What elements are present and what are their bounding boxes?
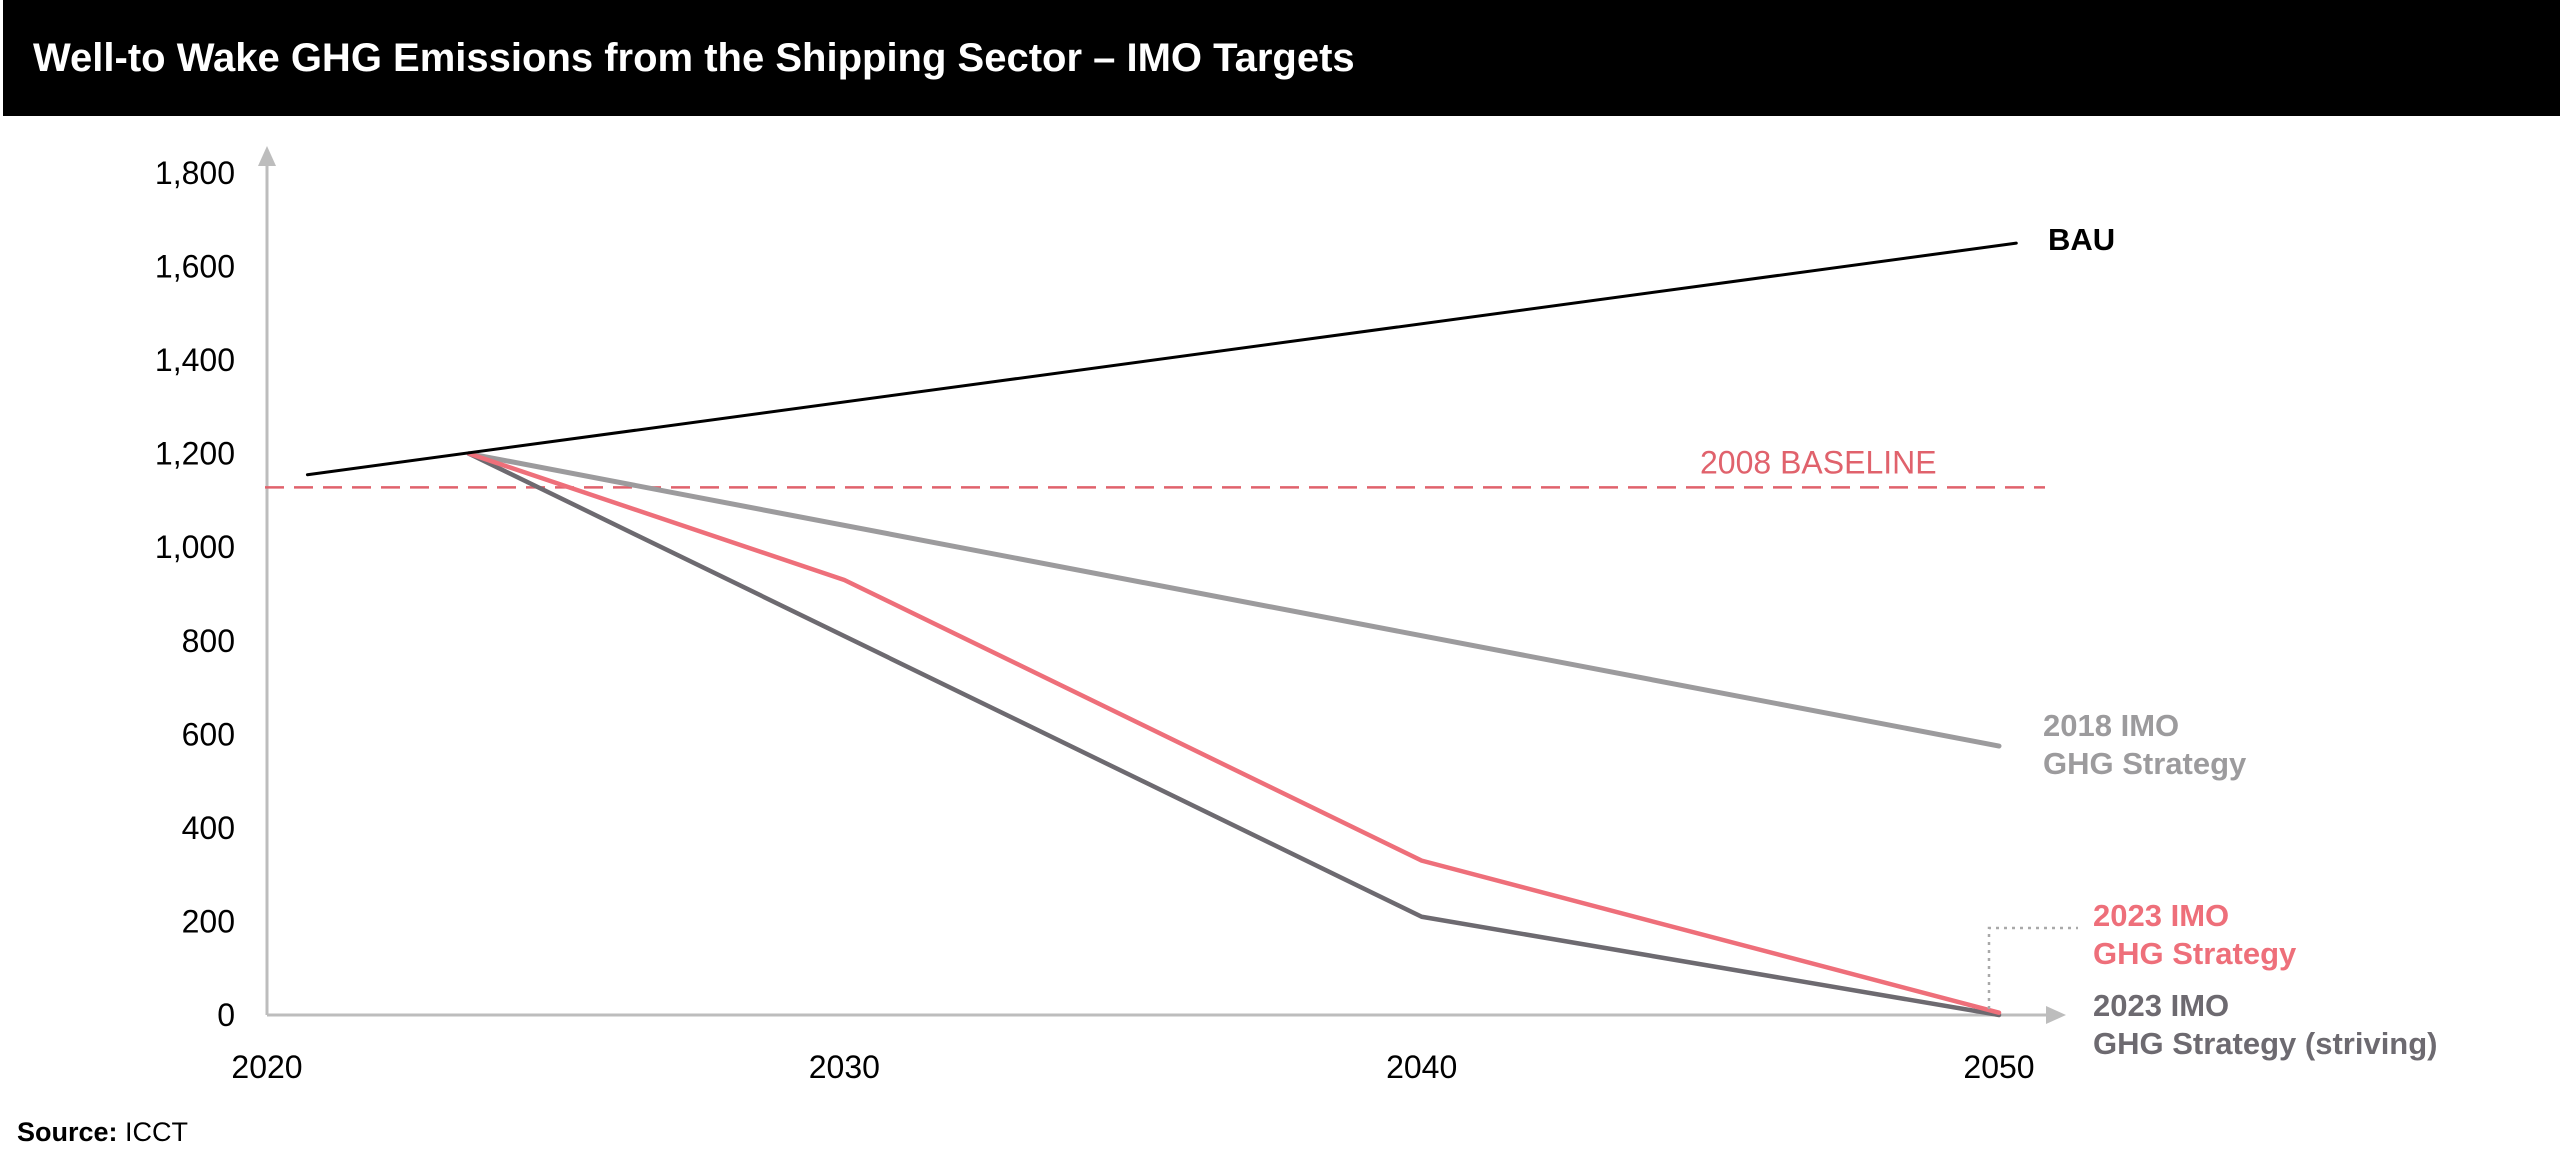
series-label-imo2018: GHG Strategy: [2043, 746, 2247, 781]
y-tick-label: 0: [217, 997, 235, 1033]
series-label-imo2023s: GHG Strategy (striving): [2093, 1026, 2438, 1061]
x-tick-label: 2030: [809, 1049, 880, 1085]
x-axis-arrow: [2046, 1006, 2066, 1024]
reference-lines: 2008 BASELINE: [265, 444, 2045, 489]
y-tick-label: 1,400: [155, 342, 235, 378]
series-label-imo2018: 2018 IMO: [2043, 708, 2179, 743]
series-label-imo2023: 2023 IMO: [2093, 898, 2229, 933]
axes: [258, 146, 2066, 1024]
y-tick-label: 200: [182, 903, 235, 939]
page-title: Well-to Wake GHG Emissions from the Ship…: [33, 36, 1355, 80]
y-tick-label: 1,000: [155, 529, 235, 565]
x-tick-label: 2020: [231, 1049, 302, 1085]
series-line-bau: [305, 241, 2018, 477]
y-tick-label: 1,200: [155, 436, 235, 472]
series-label-bau: BAU: [2048, 222, 2115, 257]
title-bar: Well-to Wake GHG Emissions from the Ship…: [3, 0, 2560, 116]
series-line-imo2023s: [466, 451, 2002, 1018]
series-line-imo2018: [466, 451, 2002, 749]
baseline-label: 2008 BASELINE: [1700, 444, 1937, 480]
y-tick-label: 400: [182, 810, 235, 846]
y-tick-label: 1,600: [155, 249, 235, 285]
y-tick-label: 1,800: [155, 155, 235, 191]
x-tick-labels: 2020 2030 2040 2050: [231, 1049, 2034, 1085]
series-label-imo2023s: 2023 IMO: [2093, 988, 2229, 1023]
y-tick-label: 600: [182, 716, 235, 752]
series-lines: [305, 241, 2018, 1018]
source-note: Source: ICCT: [17, 1117, 188, 1148]
y-axis-arrow: [258, 146, 276, 166]
source-value: ICCT: [125, 1117, 189, 1147]
y-tick-label: 800: [182, 623, 235, 659]
series-label-imo2023: GHG Strategy: [2093, 936, 2297, 971]
series-line-imo2023: [466, 451, 2002, 1015]
label-leader-line: [1987, 926, 2078, 1009]
y-tick-labels: 0 200 400 600 800 1,000 1,200 1,400 1,600 1,800: [155, 155, 235, 1033]
x-tick-label: 2040: [1386, 1049, 1457, 1085]
source-label: Source:: [17, 1117, 118, 1147]
x-tick-label: 2050: [1963, 1049, 2034, 1085]
